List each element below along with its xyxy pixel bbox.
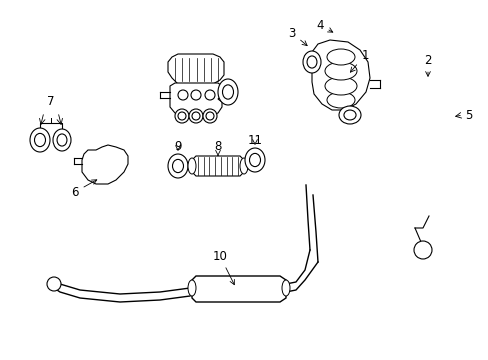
Ellipse shape xyxy=(325,62,356,80)
Circle shape xyxy=(204,90,215,100)
Text: 9: 9 xyxy=(174,140,182,153)
Circle shape xyxy=(178,112,185,120)
Text: 1: 1 xyxy=(350,49,368,72)
Ellipse shape xyxy=(306,56,316,68)
Ellipse shape xyxy=(303,51,320,73)
Ellipse shape xyxy=(30,128,50,152)
Polygon shape xyxy=(311,40,369,110)
Ellipse shape xyxy=(325,77,356,95)
Text: 6: 6 xyxy=(71,180,97,198)
Text: 7: 7 xyxy=(47,95,55,108)
Ellipse shape xyxy=(222,85,233,99)
Ellipse shape xyxy=(218,79,238,105)
Ellipse shape xyxy=(187,280,196,296)
Polygon shape xyxy=(82,145,128,184)
Ellipse shape xyxy=(326,92,354,108)
Text: 10: 10 xyxy=(212,249,234,285)
Text: 2: 2 xyxy=(424,54,431,76)
Circle shape xyxy=(205,112,214,120)
Polygon shape xyxy=(168,54,224,84)
Text: 5: 5 xyxy=(464,108,471,122)
Ellipse shape xyxy=(168,154,187,178)
Text: 3: 3 xyxy=(288,27,306,46)
Circle shape xyxy=(175,109,189,123)
Polygon shape xyxy=(170,83,222,116)
Ellipse shape xyxy=(338,106,360,124)
Circle shape xyxy=(413,241,431,259)
Ellipse shape xyxy=(326,49,354,65)
Ellipse shape xyxy=(240,158,247,174)
Ellipse shape xyxy=(244,148,264,172)
Circle shape xyxy=(192,112,200,120)
Text: 5: 5 xyxy=(0,359,1,360)
Circle shape xyxy=(178,90,187,100)
Polygon shape xyxy=(192,276,285,302)
Circle shape xyxy=(203,109,217,123)
Ellipse shape xyxy=(249,153,260,167)
Polygon shape xyxy=(192,156,244,176)
Circle shape xyxy=(189,109,203,123)
Ellipse shape xyxy=(53,129,71,151)
Ellipse shape xyxy=(57,134,67,146)
Circle shape xyxy=(191,90,201,100)
Ellipse shape xyxy=(282,280,289,296)
Ellipse shape xyxy=(172,159,183,172)
Text: 11: 11 xyxy=(247,134,262,147)
Ellipse shape xyxy=(35,134,45,147)
Text: 4: 4 xyxy=(316,18,332,32)
Ellipse shape xyxy=(343,110,355,120)
Ellipse shape xyxy=(187,158,196,174)
Text: 8: 8 xyxy=(214,140,221,156)
Circle shape xyxy=(47,277,61,291)
